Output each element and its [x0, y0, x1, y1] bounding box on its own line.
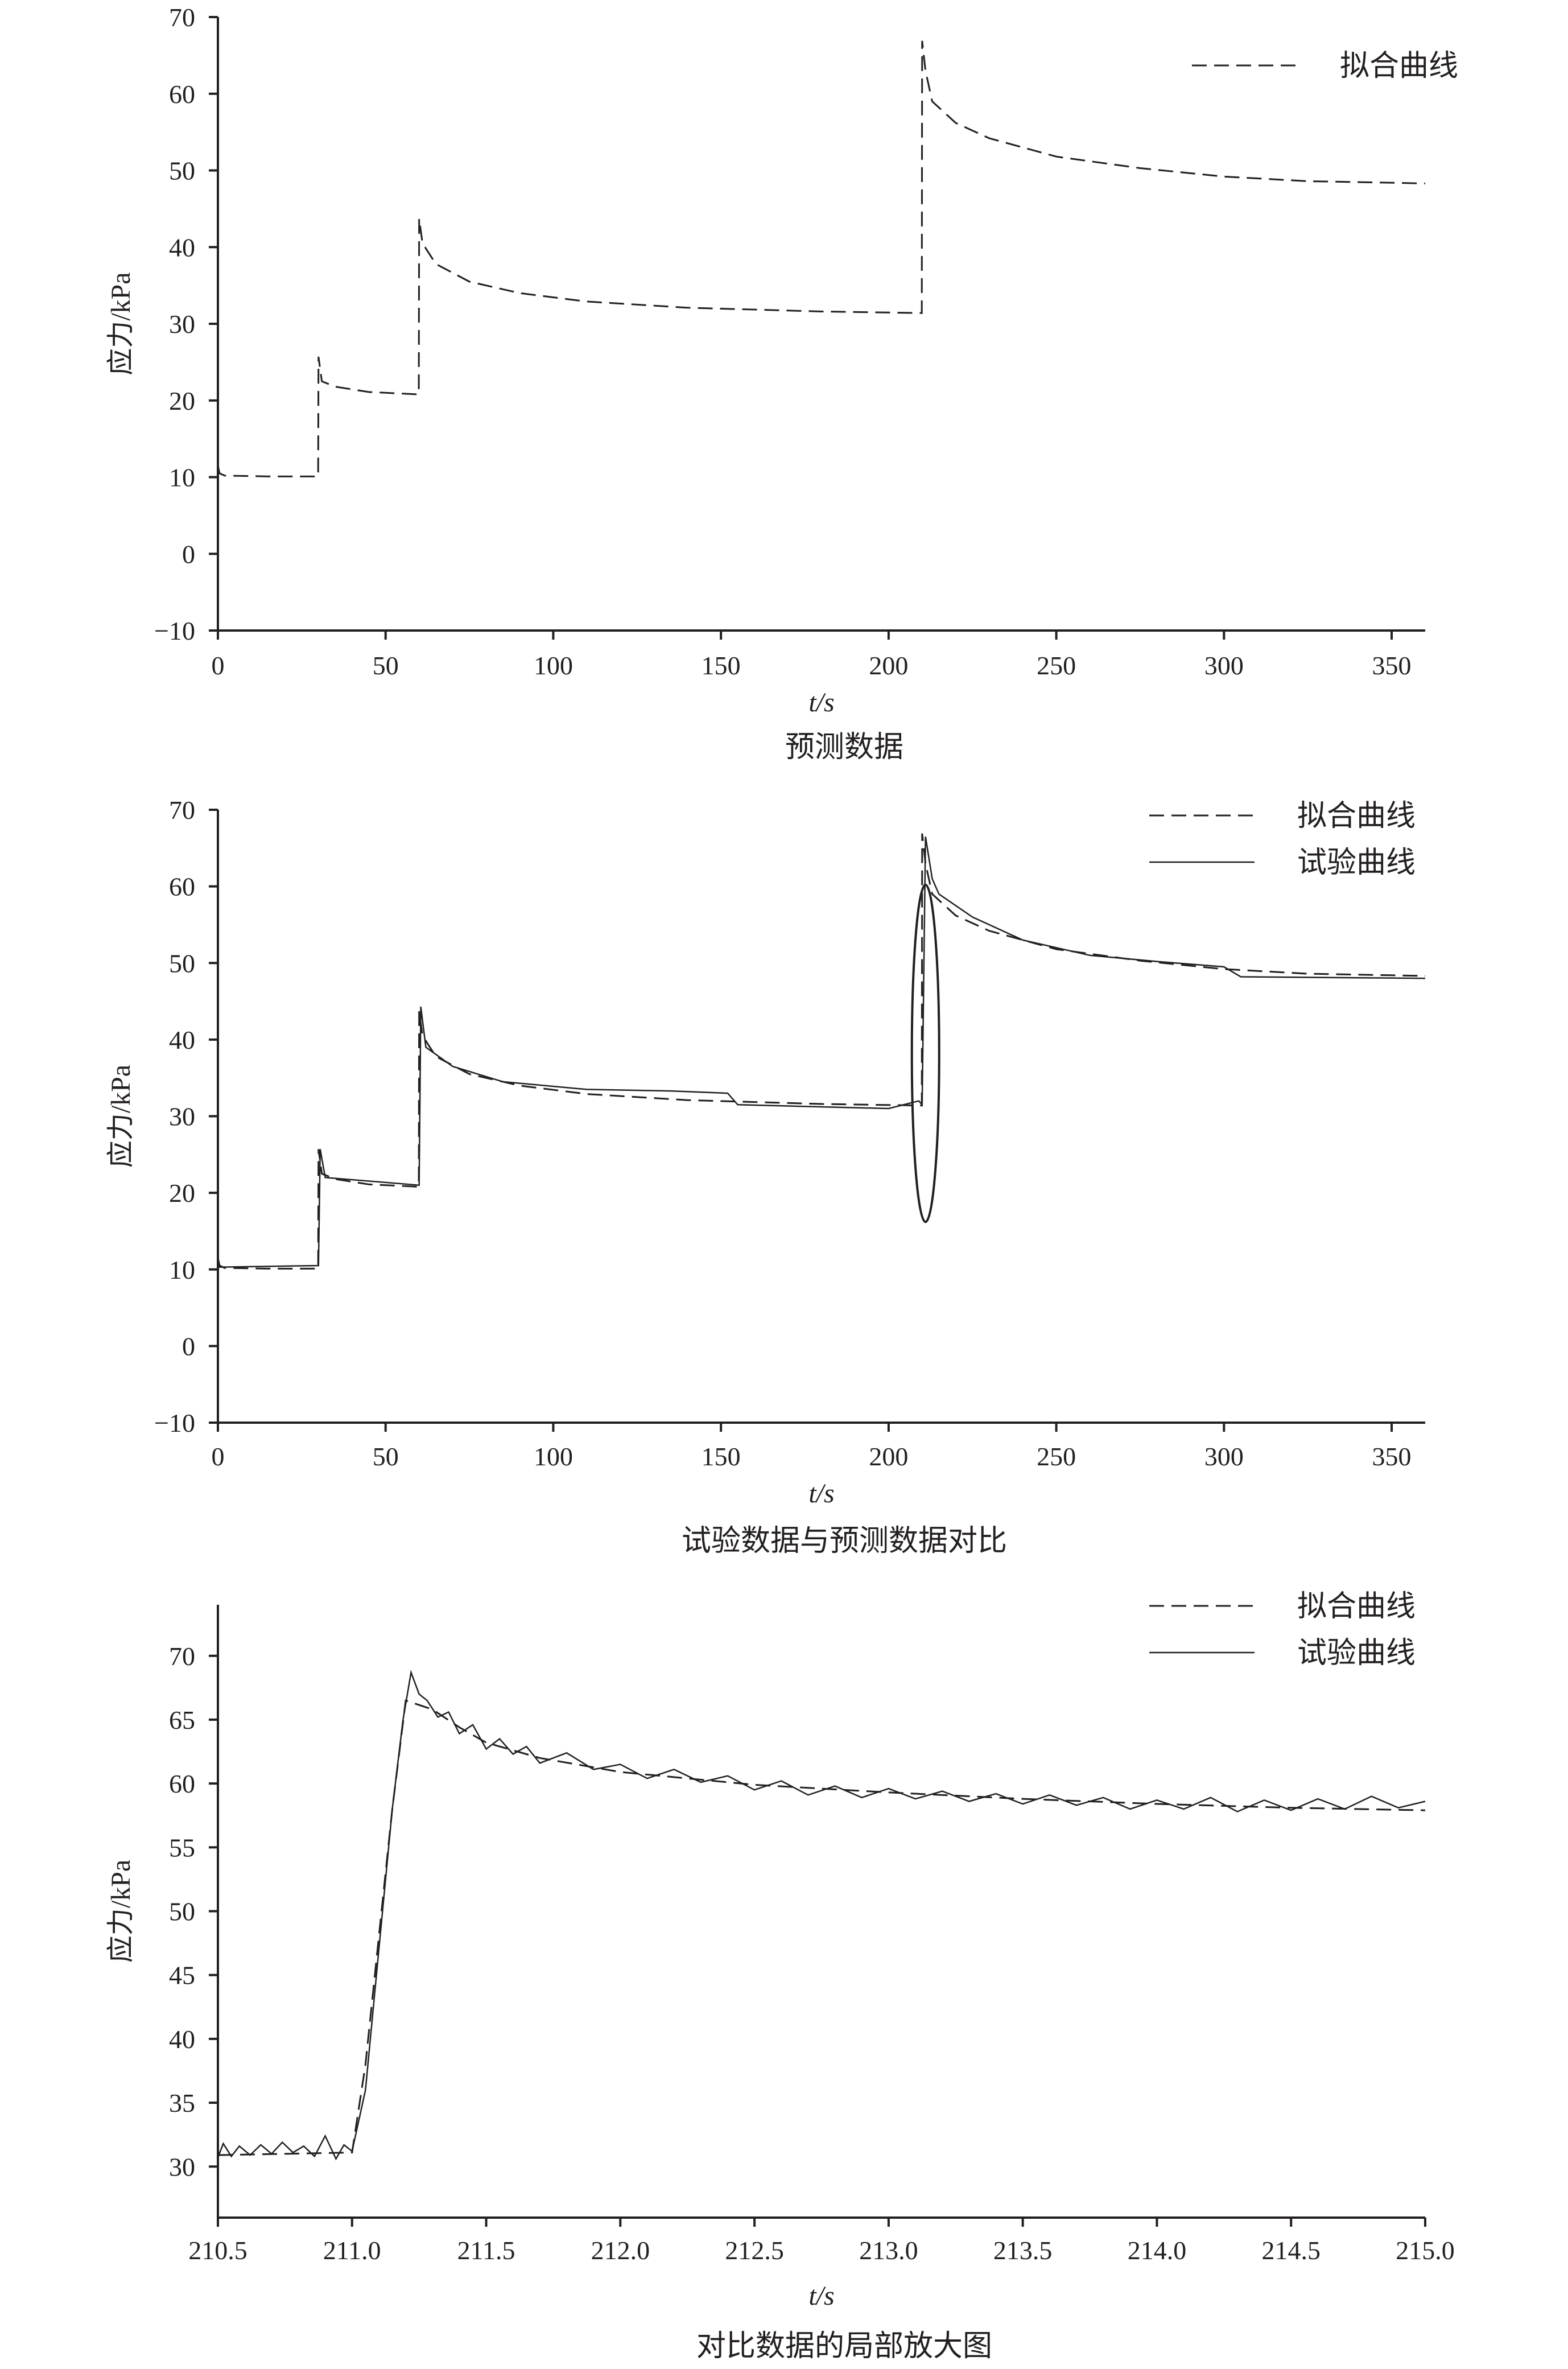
x-tick-label: 0 [212, 1442, 225, 1471]
y-tick-label: 40 [169, 233, 195, 262]
y-tick-label: 70 [169, 796, 195, 825]
y-tick-label: 50 [169, 1897, 195, 1926]
y-tick-label: 65 [169, 1705, 195, 1734]
x-tick-label: 200 [869, 1442, 908, 1471]
x-axis-label: t/s [808, 1478, 834, 1509]
x-tick-label: 50 [373, 651, 399, 680]
x-tick-label: 211.5 [457, 2236, 515, 2265]
comparison-panel: −10 0 10 20 30 40 50 60 70 0 50 100 150 200 250 300 350 t… [106, 796, 1426, 1558]
y-tick-label: 45 [169, 1961, 195, 1990]
zoomed-comparison-panel: 30 35 40 45 50 55 60 65 70 210.5 211.0 211.5 212.0 21… [106, 1591, 1455, 2363]
y-tick-label: 10 [169, 1255, 195, 1284]
y-axis-label: 应力/kPa [106, 272, 136, 375]
y-tick-label: 35 [169, 2088, 195, 2117]
y-tick-label: 70 [169, 1642, 195, 1671]
x-tick-label: 250 [1037, 1442, 1076, 1471]
y-tick-label: 20 [169, 1179, 195, 1208]
y-tick-label: −10 [154, 616, 195, 645]
x-tick-label: 300 [1204, 1442, 1244, 1471]
x-tick-label: 250 [1037, 651, 1076, 680]
x-tick-label: 150 [702, 651, 741, 680]
x-tick-label: 100 [534, 651, 573, 680]
y-tick-label: 60 [169, 872, 195, 901]
x-tick-label: 214.5 [1261, 2236, 1321, 2265]
y-tick-label: 40 [169, 2025, 195, 2054]
y-tick-label: 30 [169, 2152, 195, 2181]
x-tick-label: 0 [212, 651, 225, 680]
x-tick-label: 350 [1372, 1442, 1412, 1471]
x-axis-label: t/s [808, 687, 834, 718]
x-tick-label: 50 [373, 1442, 399, 1471]
x-tick-label: 211.0 [323, 2236, 381, 2265]
y-tick-label: 30 [169, 310, 195, 339]
y-tick-label: 10 [169, 463, 195, 492]
fitted-curve-line [217, 833, 1426, 1270]
x-tick-label: 214.0 [1128, 2236, 1187, 2265]
x-tick-label: 215.0 [1396, 2236, 1455, 2265]
test-curve-line [217, 1670, 1426, 2161]
y-tick-label: 30 [169, 1102, 195, 1131]
y-tick-label: 60 [169, 80, 195, 109]
x-tick-label: 350 [1372, 651, 1412, 680]
fitted-curve-line [217, 40, 1426, 477]
y-axis-label: 应力/kPa [106, 1065, 136, 1168]
x-tick-label: 212.5 [725, 2236, 784, 2265]
x-axis-label: t/s [808, 2281, 834, 2311]
legend-label: 试验曲线 [1297, 1637, 1416, 1670]
x-tick-label: 300 [1204, 651, 1244, 680]
panel-caption: 预测数据 [785, 731, 903, 764]
legend-label: 试验曲线 [1297, 847, 1416, 879]
predicted-data-panel: −10 0 10 20 30 40 50 60 70 0 50 100 150 200 250 300 350 t… [106, 3, 1458, 764]
y-axis-label: 应力/kPa [106, 1860, 136, 1963]
x-tick-label: 212.0 [591, 2236, 650, 2265]
x-tick-label: 200 [869, 651, 908, 680]
legend-label: 拟合曲线 [1297, 800, 1416, 833]
y-tick-label: 20 [169, 386, 195, 415]
x-tick-label: 213.0 [859, 2236, 918, 2265]
x-tick-label: 213.5 [993, 2236, 1053, 2265]
y-tick-label: −10 [154, 1408, 195, 1437]
x-tick-label: 210.5 [188, 2236, 247, 2265]
y-tick-label: 60 [169, 1769, 195, 1798]
panel-caption: 试验数据与预测数据对比 [682, 1525, 1007, 1558]
test-curve-line [217, 836, 1426, 1268]
legend-label: 拟合曲线 [1340, 50, 1458, 83]
y-tick-label: 55 [169, 1833, 195, 1862]
x-tick-label: 150 [702, 1442, 741, 1471]
y-tick-label: 50 [169, 949, 195, 978]
y-tick-label: 40 [169, 1025, 195, 1054]
y-tick-label: 70 [169, 3, 195, 32]
legend-label: 拟合曲线 [1297, 1591, 1416, 1623]
highlight-ellipse [910, 883, 940, 1223]
x-tick-label: 100 [534, 1442, 573, 1471]
y-tick-label: 0 [182, 1332, 195, 1361]
fitted-curve-line [217, 1699, 1426, 2156]
y-tick-label: 0 [182, 539, 195, 568]
panel-caption: 对比数据的局部放大图 [696, 2330, 992, 2363]
y-tick-label: 50 [169, 156, 195, 186]
